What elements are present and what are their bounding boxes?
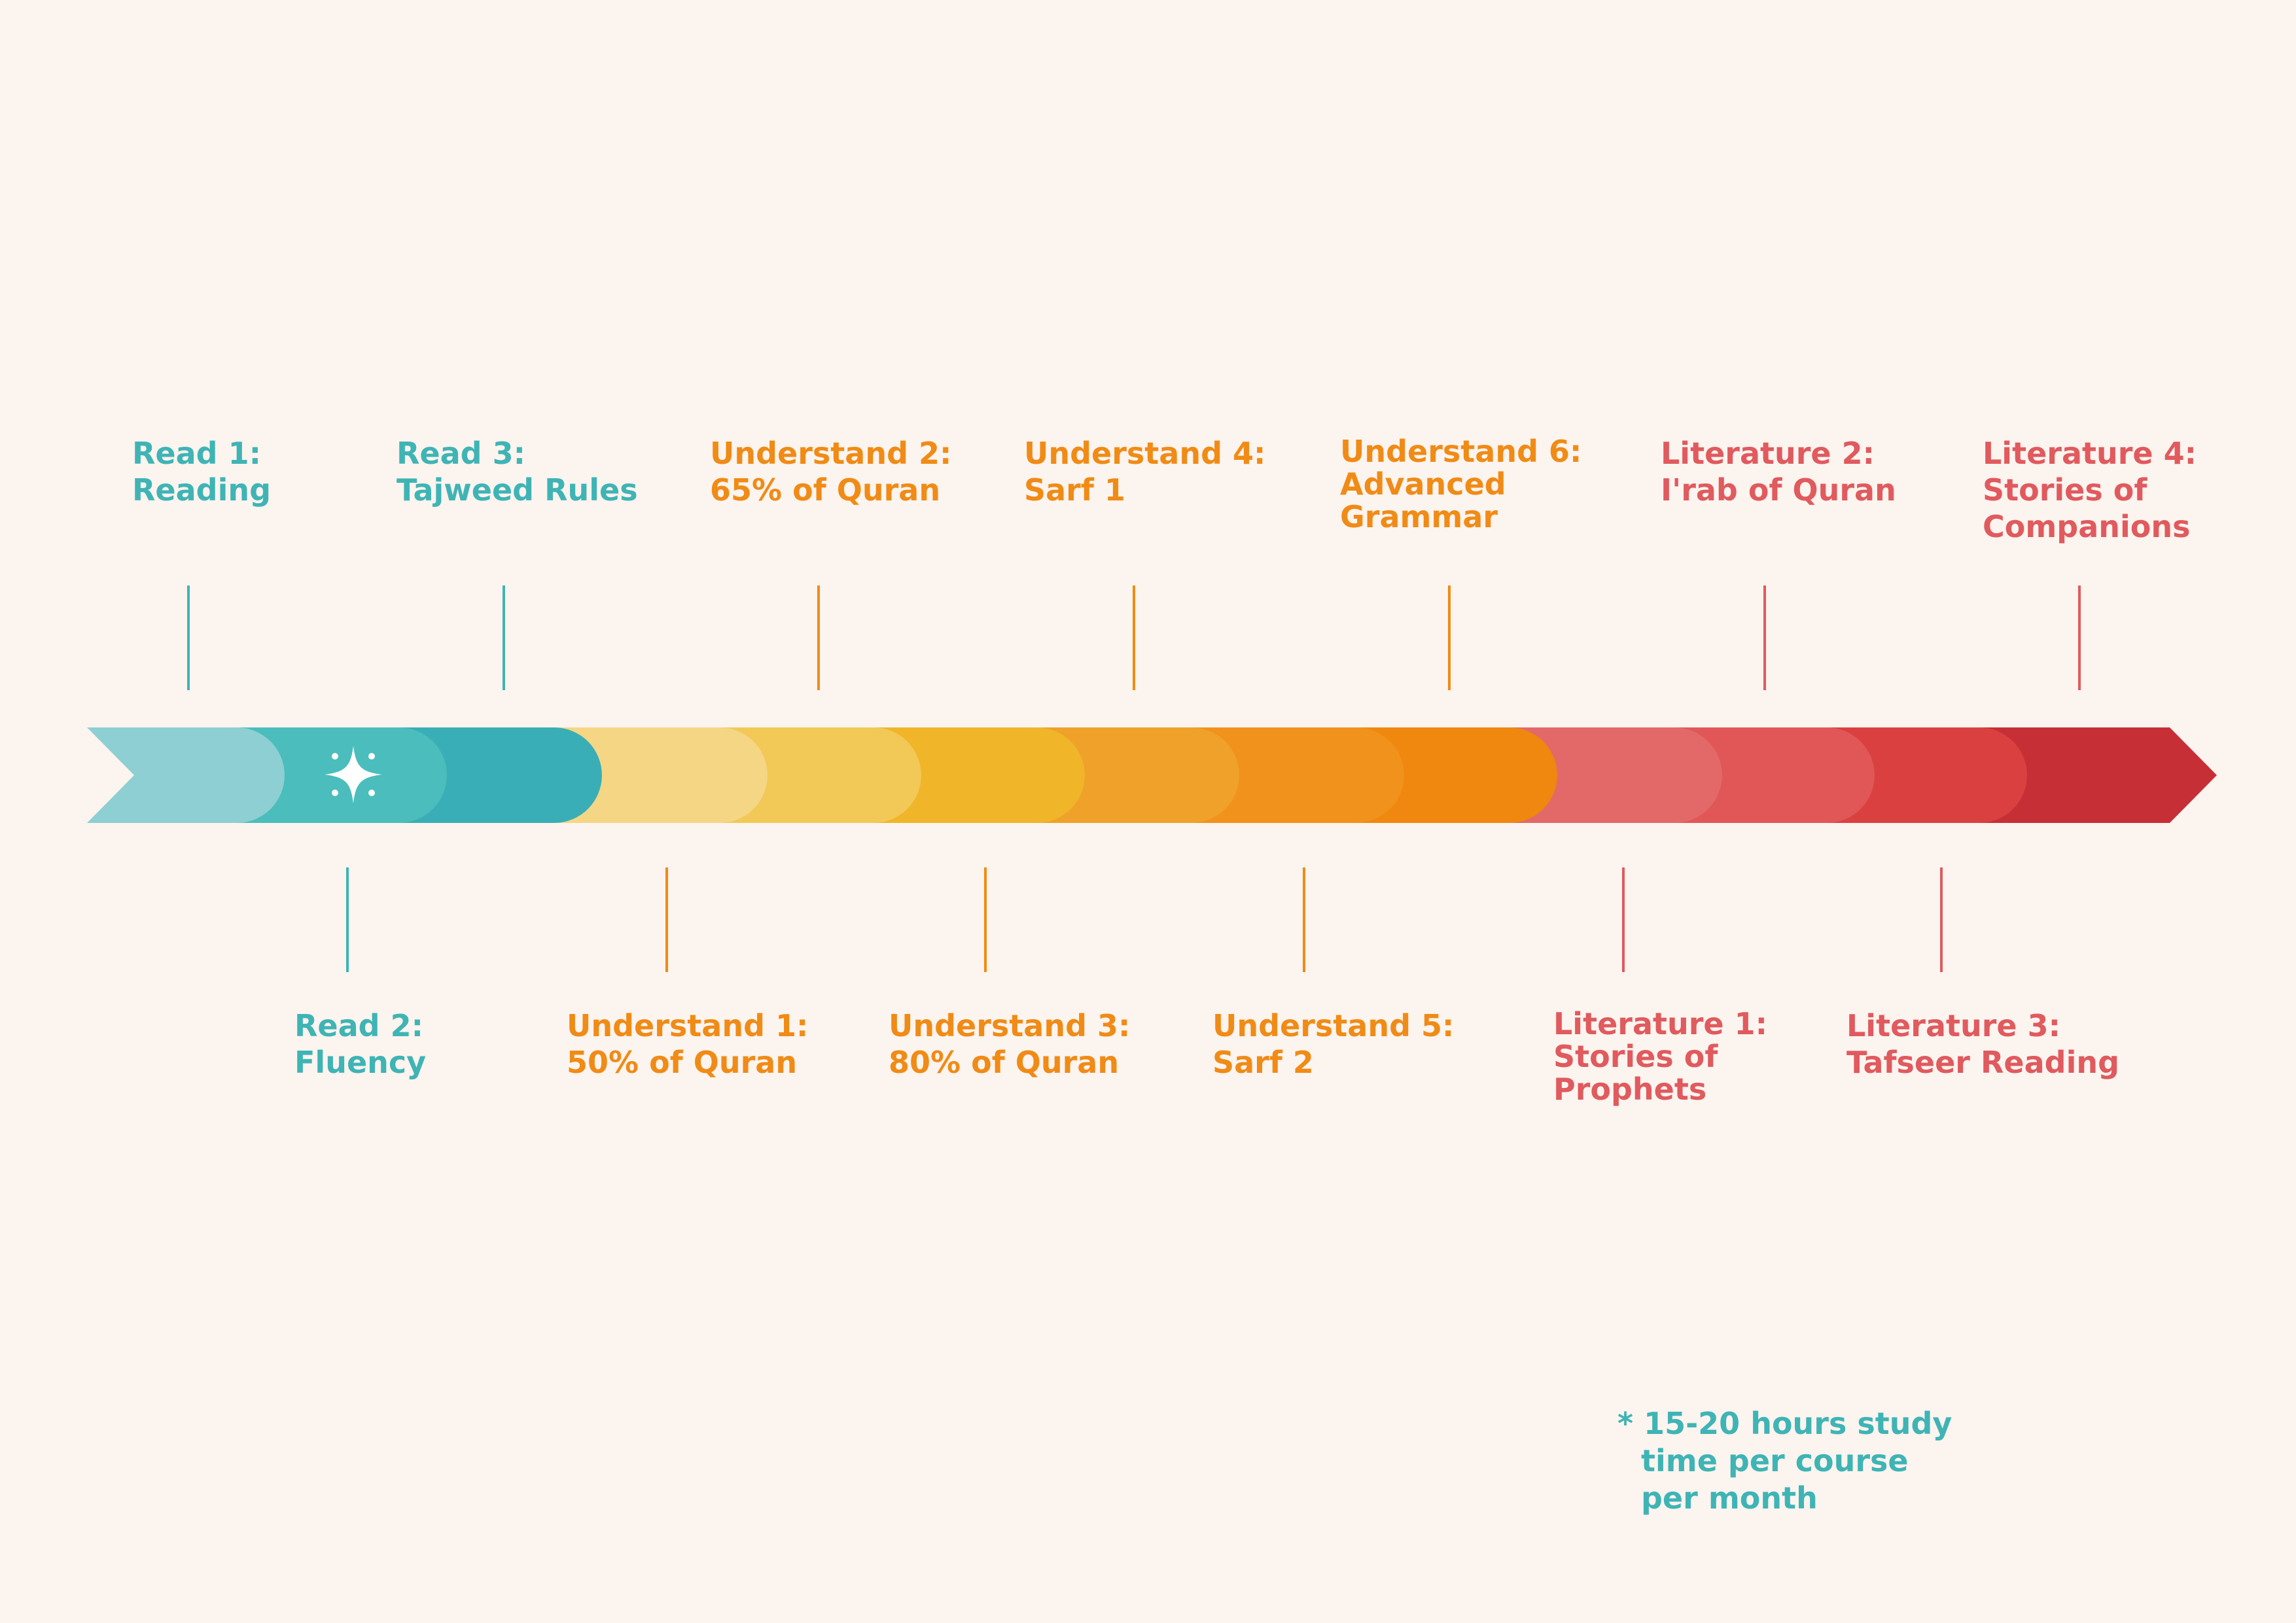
milestone-subtitle: Tafseer Reading bbox=[1846, 1045, 2120, 1080]
milestone-subtitle: 80% of Quran bbox=[889, 1045, 1120, 1080]
milestone-subtitle: Prophets bbox=[1553, 1072, 1707, 1107]
milestone-read-1: Read 1: Reading bbox=[132, 435, 271, 508]
milestone-title: Understand 3: bbox=[889, 1008, 1131, 1043]
milestone-subtitle: Sarf 2 bbox=[1212, 1045, 1314, 1080]
sparkle-star-icon bbox=[325, 746, 382, 803]
milestone-subtitle: Grammar bbox=[1340, 499, 1498, 534]
timeline-segment bbox=[860, 727, 1085, 823]
milestone-title: Literature 2: bbox=[1661, 436, 1875, 471]
milestone-literature-1: Literature 1: Stories of Prophets bbox=[1553, 1007, 1767, 1106]
milestone-understand-3: Understand 3: 80% of Quran bbox=[889, 1007, 1130, 1081]
milestone-title: Understand 1: bbox=[567, 1008, 809, 1043]
milestone-subtitle: 50% of Quran bbox=[567, 1045, 798, 1080]
milestone-understand-1: Understand 1: 50% of Quran bbox=[567, 1007, 808, 1081]
milestone-subtitle: Stories of bbox=[1983, 472, 2147, 508]
milestone-read-3: Read 3: Tajweed Rules bbox=[397, 435, 638, 508]
milestone-read-2: Read 2: Fluency bbox=[294, 1007, 426, 1081]
milestone-subtitle: Reading bbox=[132, 472, 272, 508]
milestone-title: Read 1: bbox=[132, 436, 262, 471]
milestone-literature-3: Literature 3: Tafseer Reading bbox=[1846, 1007, 2119, 1081]
milestone-subtitle: 65% of Quran bbox=[710, 472, 941, 508]
milestone-subtitle: Tajweed Rules bbox=[397, 472, 638, 508]
milestone-subtitle: Stories of bbox=[1553, 1039, 1718, 1074]
milestone-understand-6: Understand 6: Advanced Grammar bbox=[1340, 435, 1581, 533]
study-time-footnote: * 15-20 hours study time per course per … bbox=[1617, 1405, 1952, 1517]
timeline-ticks bbox=[187, 585, 2081, 972]
milestone-literature-2: Literature 2: I'rab of Quran bbox=[1661, 435, 1896, 508]
timeline-segment bbox=[541, 727, 768, 823]
milestone-title: Understand 5: bbox=[1212, 1008, 1455, 1043]
milestone-subtitle: Sarf 1 bbox=[1024, 472, 1125, 508]
milestone-title: Literature 3: bbox=[1846, 1008, 2061, 1043]
milestone-understand-4: Understand 4: Sarf 1 bbox=[1024, 435, 1265, 508]
timeline-segment bbox=[1496, 727, 1722, 823]
milestone-understand-2: Understand 2: 65% of Quran bbox=[710, 435, 951, 508]
milestone-subtitle: Advanced bbox=[1340, 466, 1506, 502]
footnote-line: time per course bbox=[1641, 1443, 1909, 1478]
timeline-segment bbox=[87, 727, 285, 823]
milestone-understand-5: Understand 5: Sarf 2 bbox=[1212, 1007, 1454, 1081]
timeline-segments bbox=[87, 727, 2217, 823]
milestone-title: Read 3: bbox=[397, 436, 526, 471]
timeline-segment bbox=[1178, 727, 1404, 823]
milestone-title: Understand 2: bbox=[710, 436, 952, 471]
milestone-title: Read 2: bbox=[294, 1008, 424, 1043]
milestone-title: Literature 4: bbox=[1983, 436, 2197, 471]
milestone-title: Understand 6: bbox=[1340, 434, 1582, 469]
footnote-line: * 15-20 hours study bbox=[1617, 1406, 1952, 1441]
milestone-subtitle: I'rab of Quran bbox=[1661, 472, 1896, 508]
milestone-title: Understand 4: bbox=[1024, 436, 1266, 471]
footnote-line: per month bbox=[1641, 1480, 1818, 1516]
milestone-title: Literature 1: bbox=[1553, 1006, 1768, 1041]
milestone-subtitle: Fluency bbox=[294, 1045, 427, 1080]
milestone-subtitle: Companions bbox=[1983, 509, 2191, 544]
milestone-literature-4: Literature 4: Stories of Companions bbox=[1983, 435, 2197, 545]
